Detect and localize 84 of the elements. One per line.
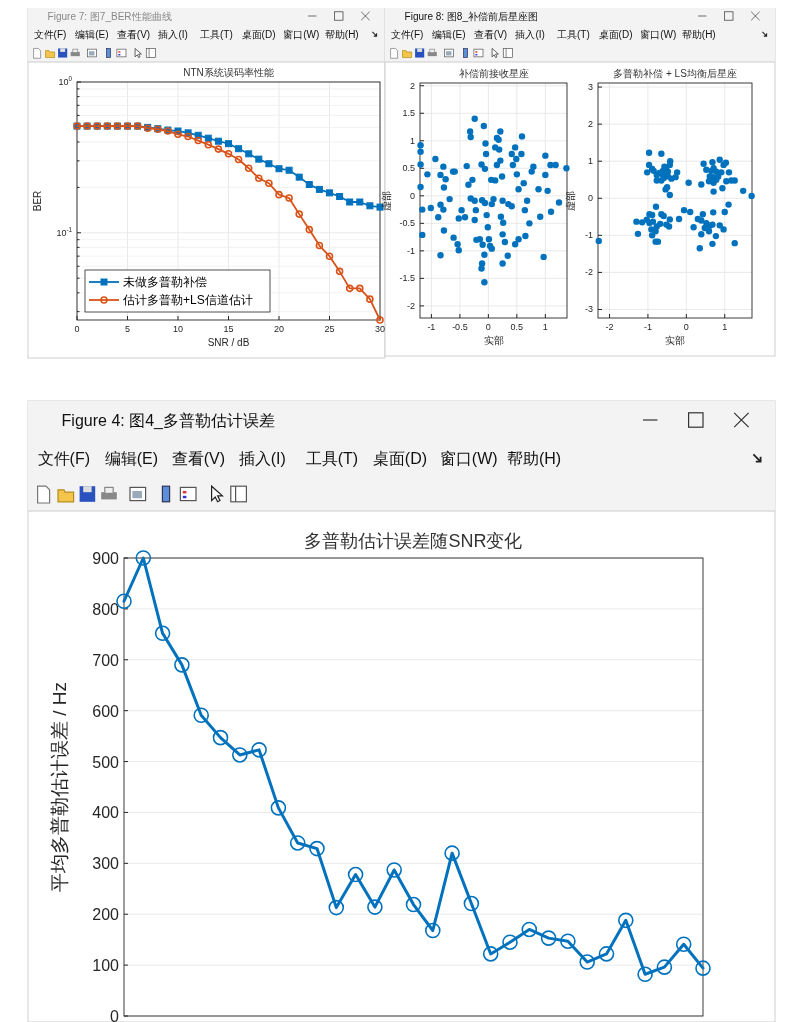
x-tick-label: 0	[485, 322, 491, 332]
x-tick-label: -1	[643, 322, 652, 332]
caption: Figure 4: 图4_多普勒估计误差	[61, 411, 275, 430]
x-tick-label: -1	[427, 322, 436, 332]
text: 桌面(D)	[598, 28, 633, 40]
y-tick-label: 100	[92, 956, 120, 974]
x-axis-title: 实部	[483, 335, 504, 346]
y-axis-title: 虚部	[381, 190, 392, 211]
x-tick-label: 20	[273, 324, 285, 334]
x-tick-label: 0	[74, 324, 80, 334]
x-tick-label: 0.5	[510, 322, 524, 332]
caption: Figure 8: 图8_补偿前后星座图	[404, 10, 538, 22]
text: 查看(V)	[473, 28, 508, 40]
x-tick-label: -0.5	[452, 322, 468, 332]
y-tick-label: -2	[584, 267, 593, 278]
x-tick-label: 15	[223, 324, 234, 334]
chart-title: NTN系统误码率性能	[183, 67, 274, 78]
y-tick-label: 1	[409, 135, 415, 146]
y-tick-label: 400	[92, 803, 120, 821]
x-axis-title: SNR / dB	[207, 337, 250, 348]
x-tick-label: -2	[605, 322, 614, 332]
chart-title: 多普勒补偿 + LS均衡后星座	[613, 68, 737, 79]
text: 桌面(D)	[372, 449, 428, 467]
y-tick-label: 300	[92, 854, 120, 872]
text: 文件(F)	[33, 28, 67, 40]
x-tick-label: 1	[722, 322, 728, 332]
y-tick-label: 0	[110, 1007, 120, 1022]
y-tick-label: 500	[92, 753, 120, 771]
y-tick-label: 1	[587, 156, 593, 167]
y-axis-title: BER	[32, 190, 43, 212]
text: 帮助(H)	[506, 449, 562, 467]
y-tick-label: 1.5	[402, 108, 415, 119]
x-tick-label: 25	[324, 324, 335, 334]
y-tick-label: 0	[587, 193, 593, 204]
x-tick-label: 0	[683, 322, 689, 332]
y-tick-label: 0	[409, 190, 415, 201]
y-tick-label: 2	[409, 80, 415, 91]
chart-title: 多普勒估计误差随SNR变化	[304, 531, 523, 552]
y-tick-label: 3	[587, 82, 593, 93]
text: 插入(I)	[158, 28, 188, 40]
text: 文件(F)	[390, 28, 424, 40]
text: 文件(F)	[37, 449, 91, 467]
y-tick-label: 900	[92, 549, 120, 567]
text: 编辑(E)	[104, 449, 158, 467]
y-tick-label: -1.5	[399, 273, 415, 284]
chart-title: 补偿前接收星座	[458, 68, 529, 79]
y-tick-label: -1	[406, 245, 415, 256]
y-tick-label: -3	[584, 304, 593, 315]
text: 帮助(H)	[324, 28, 359, 40]
x-tick-label: 10	[172, 324, 184, 334]
text: 编辑(E)	[432, 28, 466, 40]
text: 查看(V)	[116, 28, 151, 40]
text: 插入(I)	[238, 449, 286, 467]
y-tick-label: -2	[406, 300, 415, 311]
x-tick-label: 5	[124, 324, 131, 334]
y-tick-label: 200	[92, 905, 120, 923]
text: 工具(T)	[305, 449, 359, 467]
text: 窗口(W)	[640, 28, 677, 40]
text: 窗口(W)	[439, 449, 498, 467]
text: 桌面(D)	[241, 28, 276, 40]
y-tick-label: -1	[584, 230, 593, 241]
y-tick-label: 2	[587, 119, 593, 130]
y-tick-label: 600	[92, 702, 120, 720]
y-axis-title: 虚部	[565, 190, 576, 211]
text: 工具(T)	[200, 28, 233, 40]
y-tick-label: 700	[92, 651, 120, 669]
y-tick-label: 800	[92, 600, 120, 618]
x-tick-label: 1	[542, 322, 548, 332]
y-tick-label: 0.5	[402, 163, 415, 174]
text: 帮助(H)	[681, 28, 716, 40]
caption: Figure 7: 图7_BER性能曲线	[47, 10, 172, 22]
text: 窗口(W)	[283, 28, 320, 40]
y-tick-label: -0.5	[399, 218, 415, 229]
text: 编辑(E)	[75, 28, 109, 40]
legend-label: 估计多普勒+LS信道估计	[122, 293, 253, 307]
x-axis-title: 实部	[665, 335, 685, 346]
text: 工具(T)	[557, 28, 590, 40]
legend-label: 未做多普勒补偿	[123, 275, 207, 289]
y-tick-label: 10$^{0}$	[58, 75, 73, 87]
y-tick-label: 10$^{-1}$	[56, 225, 73, 238]
y-axis-title: 平均多普勒估计误差 / Hz	[49, 681, 70, 893]
text: 插入(I)	[515, 28, 545, 40]
x-tick-label: 30	[374, 324, 386, 334]
text: 查看(V)	[171, 449, 226, 467]
